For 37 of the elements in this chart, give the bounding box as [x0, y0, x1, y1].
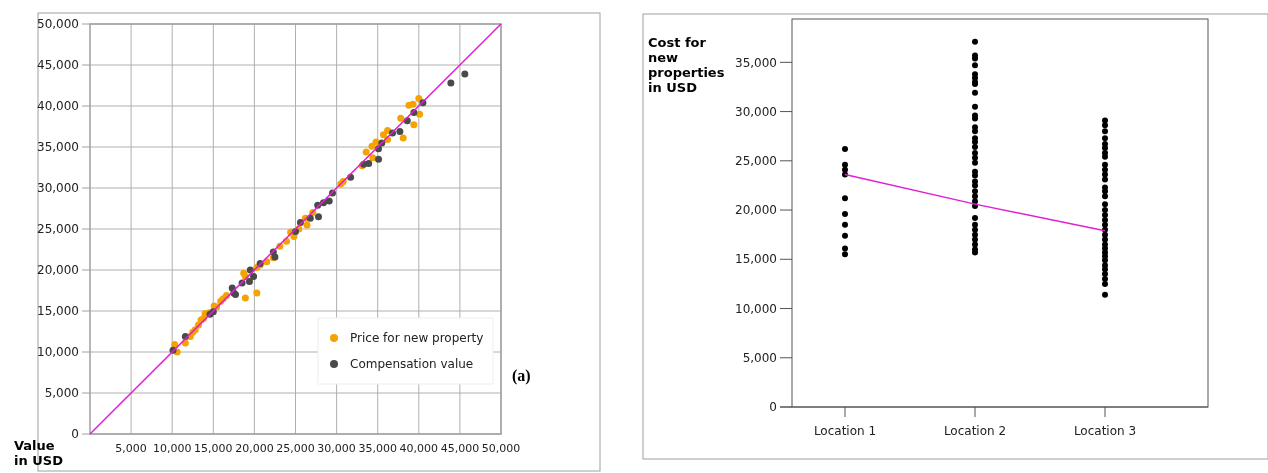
x-tick-label: 5,000	[115, 442, 147, 455]
legend-label: Compensation value	[350, 357, 474, 372]
y-tick-label: 50,000	[37, 17, 79, 32]
y-tick-label: 5,000	[742, 350, 777, 365]
y-tick-label: 15,000	[37, 304, 79, 319]
y-tick-label: 10,000	[37, 345, 79, 360]
x-tick-label: 15,000	[194, 442, 233, 455]
y-tick-label: 30,000	[37, 181, 79, 196]
y-tick-label: 40,000	[37, 99, 79, 114]
y-tick-label: 5,000	[44, 386, 79, 401]
x-tick-label: 45,000	[440, 442, 480, 455]
y-tick-label: 35,000	[37, 140, 79, 155]
y-axis-title: Cost for new properties in USD	[648, 35, 725, 95]
legend-label: Price for new property	[350, 331, 484, 346]
x-tick-label: 40,000	[399, 442, 439, 455]
x-tick-label: Location 3	[1073, 424, 1137, 438]
y-tick-label: 20,000	[735, 203, 777, 218]
y-tick-label: 45,000	[37, 58, 79, 73]
y-tick-label: 0	[71, 427, 79, 442]
x-tick-label: 30,000	[317, 442, 356, 455]
y-tick-label: 0	[769, 400, 777, 415]
y-tick-label: 25,000	[735, 154, 777, 169]
text: (a)	[512, 367, 531, 385]
y-tick-label: 25,000	[37, 222, 79, 237]
y-tick-label: 10,000	[735, 301, 777, 316]
x-tick-label: 10,000	[152, 442, 192, 455]
x-tick-label: Location 2	[943, 424, 1007, 438]
y-tick-label: 15,000	[735, 252, 777, 267]
x-tick-label: 35,000	[358, 442, 397, 455]
y-tick-label: 35,000	[735, 55, 777, 70]
x-tick-label: 50,000	[481, 442, 521, 455]
y-tick-label: 30,000	[735, 104, 777, 119]
x-tick-label: Location 1	[813, 424, 877, 438]
y-tick-label: 20,000	[37, 263, 79, 278]
y-axis-title: Value in USD	[14, 438, 64, 468]
x-tick-label: 25,000	[276, 442, 315, 455]
x-tick-label: 20,000	[235, 442, 274, 455]
